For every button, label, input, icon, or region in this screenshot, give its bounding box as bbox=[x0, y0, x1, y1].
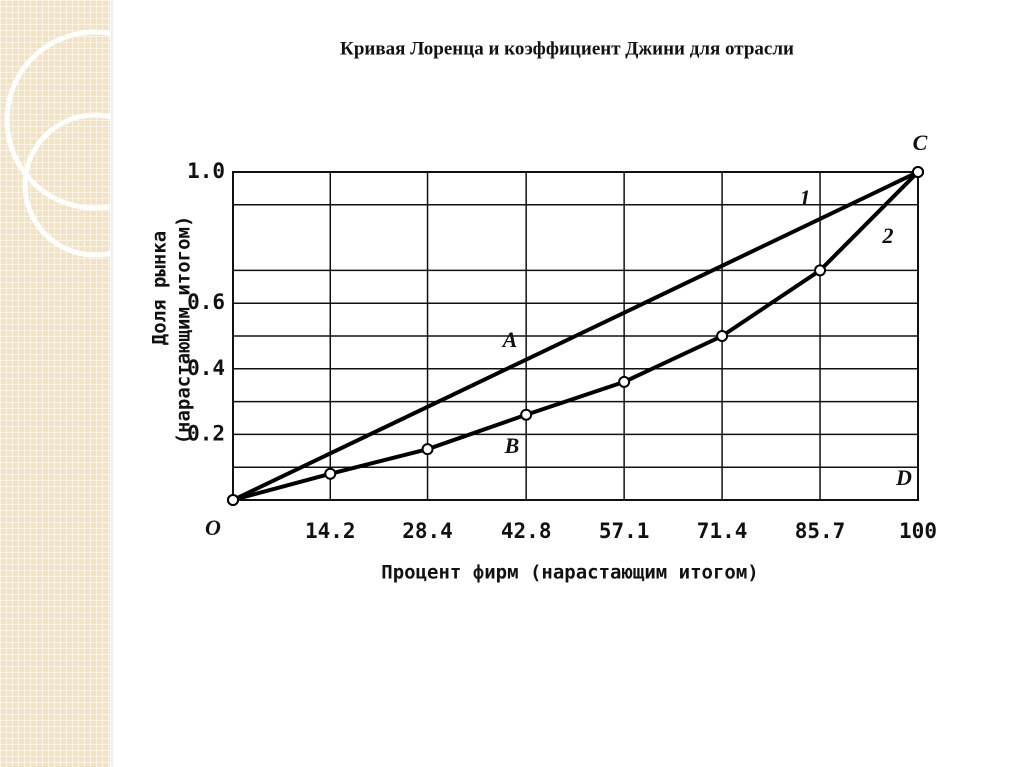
x-tick-label: 71.4 bbox=[697, 519, 748, 543]
data-point bbox=[324, 467, 337, 480]
series-label: 2 bbox=[882, 223, 894, 248]
data-point bbox=[912, 166, 924, 178]
point-label: A bbox=[501, 327, 518, 352]
x-tick-label: 28.4 bbox=[402, 519, 453, 543]
data-point bbox=[618, 375, 631, 388]
data-point bbox=[716, 330, 729, 342]
y-tick-label: 0.2 bbox=[187, 421, 225, 445]
x-tick-label: 85.7 bbox=[795, 519, 846, 543]
y-tick-label: 0.4 bbox=[187, 356, 225, 380]
data-point bbox=[421, 443, 434, 456]
data-point bbox=[814, 264, 827, 277]
series-label: 1 bbox=[800, 185, 811, 210]
point-label: C bbox=[913, 130, 928, 155]
x-tick-label: 57.1 bbox=[599, 519, 650, 543]
point-label: B bbox=[504, 433, 520, 458]
series-line bbox=[232, 170, 919, 502]
point-label: D bbox=[895, 465, 912, 490]
x-tick-label: 42.8 bbox=[501, 519, 552, 543]
chart-title: Кривая Лоренца и коэффициент Джини для о… bbox=[340, 38, 794, 59]
x-tick-label: 14.2 bbox=[305, 519, 356, 543]
data-point bbox=[520, 408, 533, 421]
y-tick-label: 1.0 bbox=[187, 159, 225, 183]
decor-circle bbox=[22, 112, 168, 258]
x-axis-label: Процент фирм (нарастающим итогом) bbox=[381, 562, 759, 584]
y-tick-label: 0.6 bbox=[187, 290, 225, 314]
y-axis-label: (нарастающим итогом) bbox=[173, 216, 195, 445]
series-line bbox=[232, 170, 920, 502]
y-axis-label: Доля рынка bbox=[149, 231, 171, 345]
decor-circle bbox=[4, 29, 186, 211]
x-tick-label: 100 bbox=[899, 519, 937, 543]
data-point bbox=[227, 494, 239, 506]
point-label: O bbox=[205, 515, 221, 540]
